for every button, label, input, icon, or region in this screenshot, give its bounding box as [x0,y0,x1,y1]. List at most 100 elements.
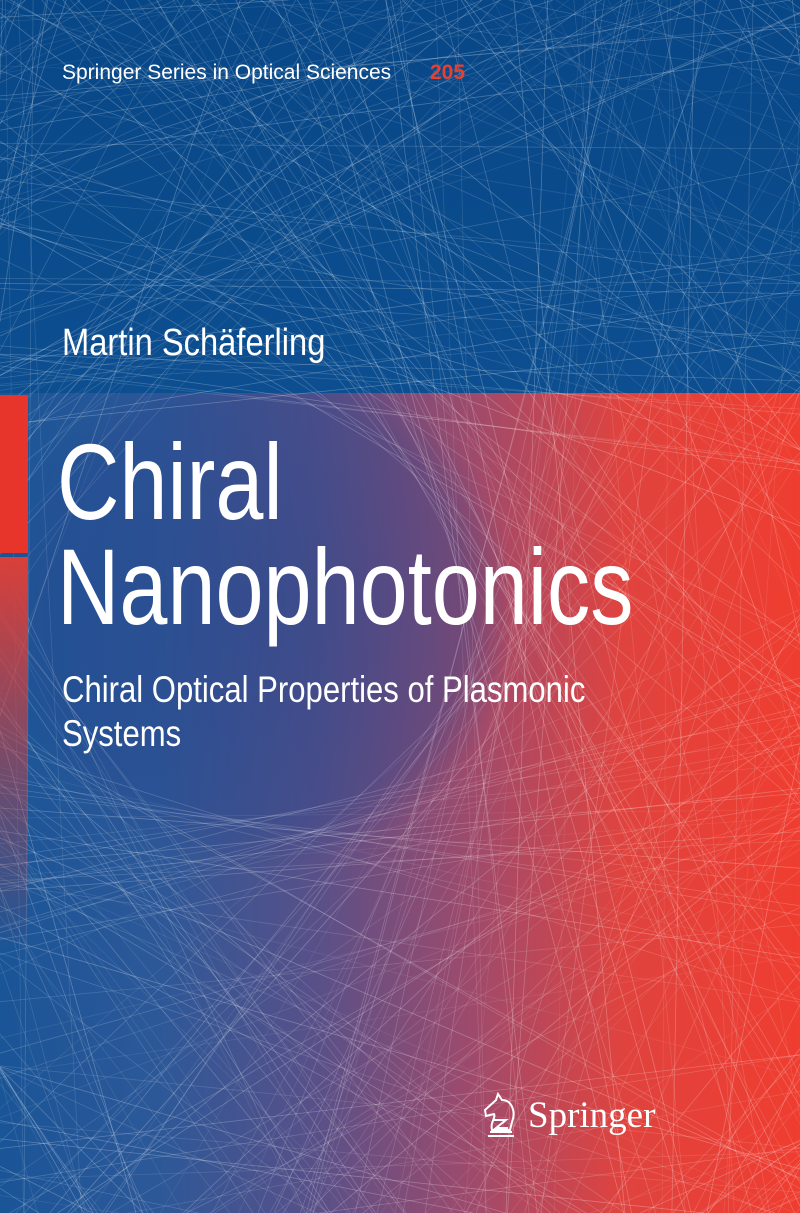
pattern-line [282,0,656,1213]
pattern-line [0,733,374,1213]
pattern-line [0,11,800,370]
pattern-line [0,0,16,38]
pattern-line [310,0,767,1213]
pattern-line [424,0,605,1213]
pattern-line [196,0,796,1213]
pattern-line [70,0,800,798]
pattern-line [0,578,351,1213]
pattern-line [296,0,800,773]
pattern-line [306,0,631,1213]
pattern-line [0,826,800,1054]
pattern-line [0,624,800,1187]
pattern-line [0,725,800,1190]
pattern-line [0,1065,800,1149]
pattern-line [777,1165,800,1213]
pattern-line [0,0,623,482]
pattern-line [0,118,800,806]
pattern-line [765,0,800,15]
pattern-line [328,0,800,320]
pattern-line [0,354,800,471]
pattern-line [272,0,800,1077]
pattern-line [510,825,800,1213]
pattern-line [0,1054,800,1183]
pattern-line [0,0,254,123]
pattern-line [547,0,800,474]
pattern-line [24,355,800,1213]
pattern-line [0,156,800,374]
pattern-line [739,0,800,207]
pattern-line [0,0,57,125]
circle-shade [0,393,800,1213]
pattern-line [440,0,753,1213]
pattern-line [402,0,633,1213]
pattern-line [0,0,661,446]
pattern-line [0,786,800,907]
pattern-line [0,809,800,819]
pattern-line [0,0,162,56]
pattern-line [0,0,698,200]
pattern-line [553,0,587,1213]
pattern-line [698,1144,800,1213]
pattern-line [5,0,800,393]
pattern-line [0,924,800,1003]
pattern-line [0,0,289,18]
pattern-line [269,243,800,1213]
pattern-line [0,67,800,334]
pattern-line [0,23,800,101]
pattern-line [672,1048,800,1213]
red-accent-bar [0,395,28,553]
pattern-line [0,218,800,450]
pattern-line [468,986,800,1213]
pattern-line [735,1154,800,1213]
pattern-line [0,282,800,294]
pattern-line [268,0,800,275]
pattern-line [0,830,254,1213]
pattern-line [0,0,411,472]
pattern-line [324,0,800,125]
pattern-line [606,1108,800,1213]
pattern-line [0,26,800,97]
pattern-line [0,0,603,313]
pattern-line [760,1197,800,1213]
pattern-line [0,826,288,1213]
pattern-line [10,0,800,451]
pattern-line [0,707,405,1213]
pattern-line [0,0,105,56]
pattern-line [86,228,800,1213]
pattern-line [0,714,800,869]
pattern-line [0,792,800,866]
pattern-line [0,0,112,230]
pattern-line [0,0,667,413]
pattern-line [0,779,800,916]
pattern-line [0,156,800,651]
pattern-line [0,357,800,410]
pattern-line [235,0,800,1207]
pattern-line [0,877,771,1213]
pattern-line [456,0,487,1213]
pattern-line [0,411,800,1110]
pattern-line [0,709,561,1213]
pattern-line [0,0,3,80]
pattern-line [0,743,800,889]
pattern-line [0,915,231,1213]
pattern-line [0,608,305,1213]
pattern-line [0,609,800,975]
pattern-line [0,788,800,885]
pattern-line [0,0,271,475]
pattern-line [0,12,800,644]
pattern-line [0,0,553,542]
pattern-line [666,0,735,1213]
pattern-line [0,12,800,376]
pattern-line [723,115,800,1213]
top-band [0,0,800,393]
pattern-line [0,143,800,150]
pattern-line [0,0,791,131]
pattern-line [780,0,800,17]
pattern-line [592,0,800,1117]
pattern-line [524,319,800,1213]
pattern-line [0,0,48,322]
pattern-line [0,0,378,431]
pattern-line [513,0,626,1213]
pattern-line [309,0,625,1213]
